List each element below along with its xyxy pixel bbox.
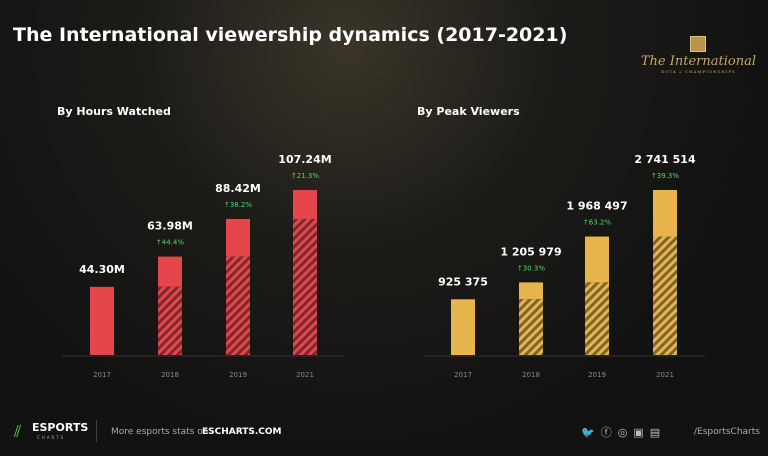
bar (451, 299, 475, 355)
growth-label: ↑21.3% (291, 172, 319, 180)
linkedin-icon[interactable]: ▤ (649, 426, 667, 439)
chart-title-peak: By Peak Viewers (417, 105, 520, 118)
instagram-icon[interactable]: ◎ (617, 426, 634, 439)
growth-label: ↑63.2% (583, 219, 611, 227)
x-tick-label: 2018 (522, 371, 540, 379)
more-text: More esports stats on (111, 427, 209, 437)
logo-name: The International (640, 54, 756, 69)
facebook-icon[interactable]: ⓕ (600, 426, 618, 439)
growth-label: ↑44.4% (156, 239, 184, 247)
bar-growth (158, 256, 182, 287)
social-handle: /EsportsCharts (694, 427, 760, 437)
bar-growth (653, 190, 677, 237)
chart-title-hours: By Hours Watched (57, 105, 171, 118)
bar-growth (519, 282, 543, 300)
bar-growth (585, 236, 609, 283)
esports-charts-logo-icon: ⫽ (14, 422, 22, 441)
x-tick-label: 2019 (588, 371, 606, 379)
data-label: 2 741 514 (634, 153, 696, 166)
bar-previous (293, 218, 317, 355)
x-tick-label: 2018 (161, 371, 179, 379)
site-link[interactable]: ESCHARTS.COM (202, 427, 282, 437)
social-icons: 🐦ⓕ◎▣▤ (581, 424, 666, 440)
bar-previous (585, 282, 609, 355)
divider (96, 420, 97, 442)
x-tick-label: 2019 (229, 371, 247, 379)
growth-label: ↑30.3% (517, 264, 545, 272)
bar-growth (293, 190, 317, 219)
bar-growth (226, 218, 250, 257)
x-tick-label: 2021 (656, 371, 674, 379)
data-label: 1 205 979 (500, 245, 561, 258)
data-label: 1 968 497 (566, 200, 627, 213)
brand: ESPORTS (32, 421, 89, 434)
dota-icon (690, 36, 707, 52)
bar (90, 286, 114, 355)
bar-previous (158, 286, 182, 355)
data-label: 925 375 (438, 275, 488, 288)
logo-sub: DOTA 2 CHAMPIONSHIPS (661, 69, 736, 74)
bar-previous (519, 299, 543, 355)
bar-previous (653, 236, 677, 355)
page-title: The International viewership dynamics (2… (13, 24, 568, 46)
data-label: 44.30M (79, 263, 125, 276)
growth-label: ↑39.3% (651, 172, 679, 180)
footer: ⫽ ESPORTS CHARTS More esports stats on E… (0, 418, 768, 448)
ti-logo: The International DOTA 2 CHAMPIONSHIPS (641, 36, 756, 74)
bar-previous (226, 256, 250, 355)
data-label: 63.98M (147, 220, 193, 233)
x-tick-label: 2017 (454, 371, 472, 379)
data-label: 88.42M (215, 182, 261, 195)
growth-label: ↑38.2% (224, 201, 252, 209)
vk-icon[interactable]: ▣ (633, 426, 650, 439)
x-tick-label: 2017 (93, 371, 111, 379)
brand-sub: CHARTS (37, 435, 66, 440)
x-tick-label: 2021 (296, 371, 314, 379)
data-label: 107.24M (278, 153, 331, 166)
twitter-icon[interactable]: 🐦 (581, 426, 601, 439)
